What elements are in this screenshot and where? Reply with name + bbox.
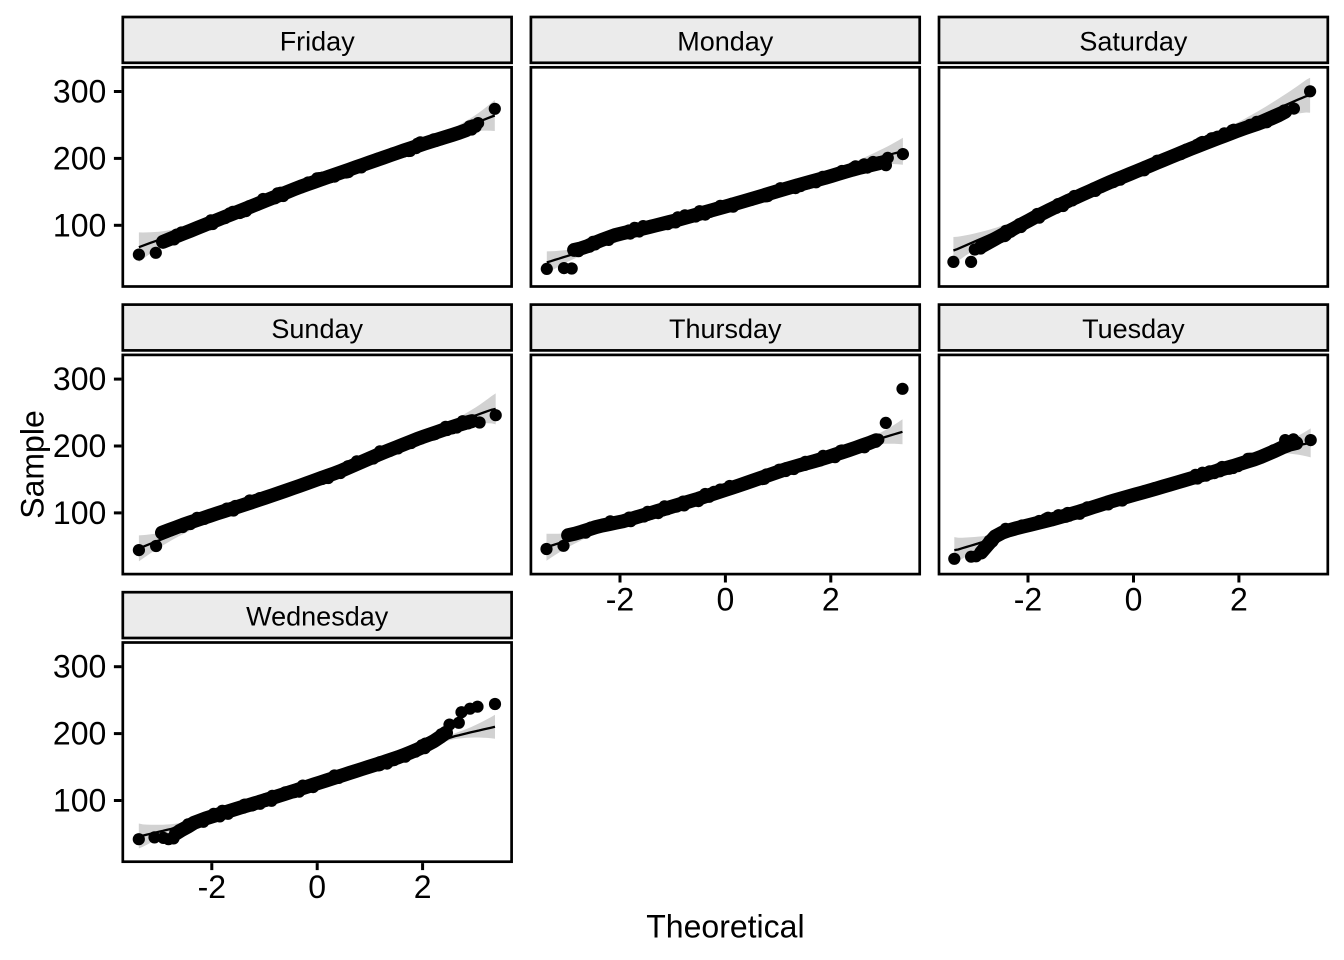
svg-text:-2: -2 [1014,582,1042,618]
svg-text:Tuesday: Tuesday [1082,314,1185,344]
svg-text:2: 2 [822,582,840,618]
svg-text:200: 200 [53,716,106,752]
svg-text:2: 2 [1230,582,1248,618]
svg-text:-2: -2 [198,869,226,905]
svg-text:Sample: Sample [15,410,51,519]
svg-text:0: 0 [1125,582,1143,618]
svg-text:-2: -2 [606,582,634,618]
svg-text:200: 200 [53,140,106,176]
svg-text:Theoretical: Theoretical [646,908,804,944]
svg-text:Wednesday: Wednesday [246,602,389,632]
svg-text:Sunday: Sunday [271,314,363,344]
svg-text:0: 0 [717,582,735,618]
svg-text:100: 100 [53,207,106,243]
svg-text:0: 0 [308,869,326,905]
svg-text:Friday: Friday [280,26,356,56]
svg-text:Thursday: Thursday [669,314,782,344]
svg-text:300: 300 [53,74,106,110]
svg-text:300: 300 [53,649,106,685]
svg-text:Monday: Monday [677,26,774,56]
svg-text:Saturday: Saturday [1079,26,1188,56]
svg-text:200: 200 [53,428,106,464]
svg-text:100: 100 [53,495,106,531]
svg-text:300: 300 [53,361,106,397]
svg-text:2: 2 [414,869,432,905]
svg-text:100: 100 [53,783,106,819]
